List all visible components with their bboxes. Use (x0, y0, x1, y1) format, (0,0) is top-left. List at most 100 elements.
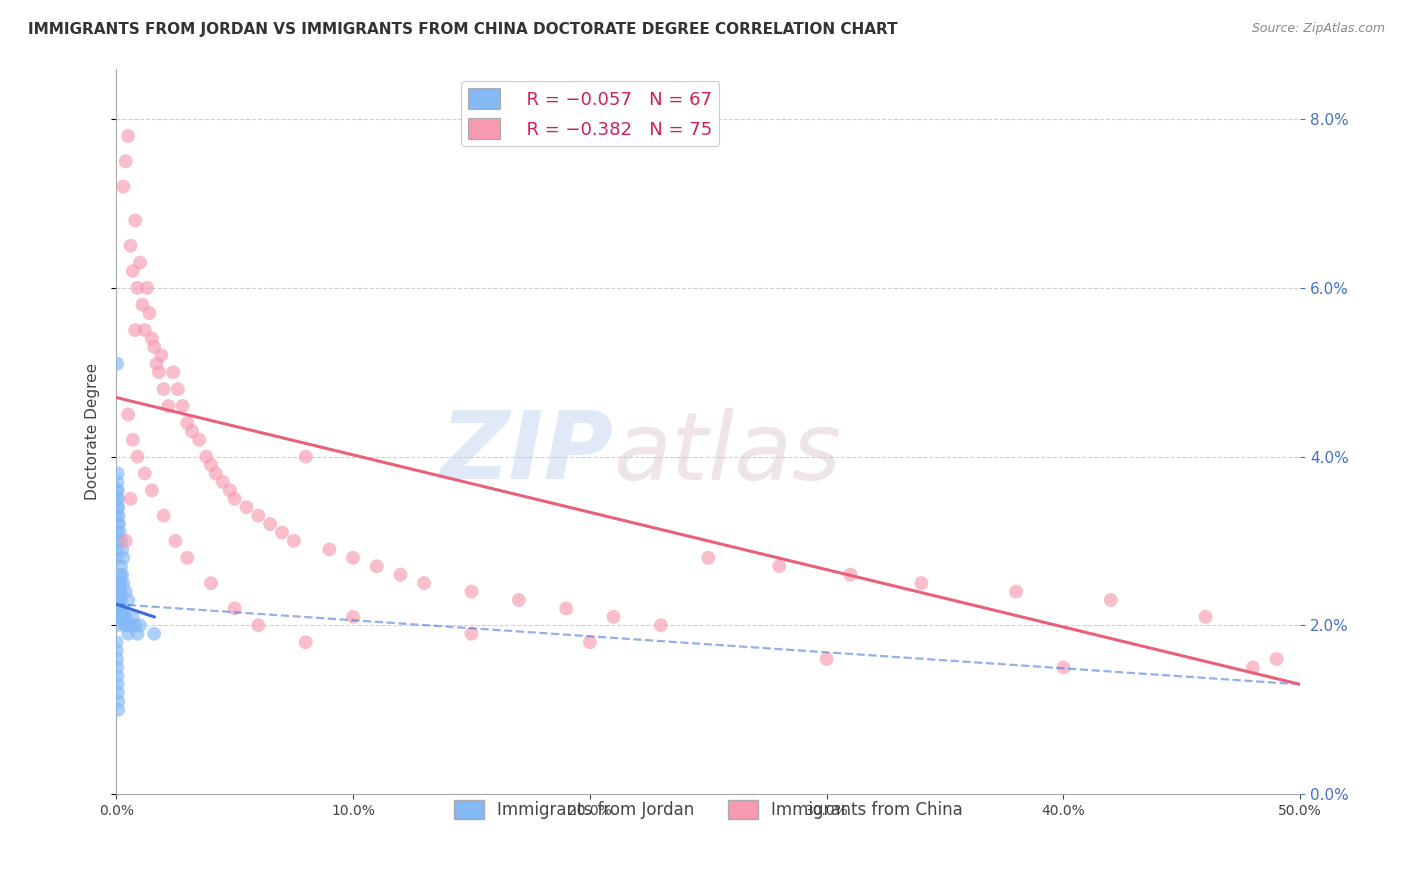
Point (200, 458, 222, 472)
Point (120, 491, 142, 506)
Point (768, 559, 790, 574)
Point (107, 584, 129, 599)
Point (117, 593, 139, 607)
Point (107, 601, 129, 615)
Y-axis label: Doctorate Degree: Doctorate Degree (86, 363, 100, 500)
Point (107, 686, 129, 700)
Point (105, 491, 128, 506)
Point (107, 593, 129, 607)
Point (107, 500, 129, 515)
Point (107, 593, 129, 607)
Point (143, 626, 166, 640)
Point (138, 306, 160, 320)
Point (460, 584, 482, 599)
Point (108, 517, 131, 532)
Point (127, 450, 149, 464)
Point (105, 635, 128, 649)
Point (176, 550, 198, 565)
Point (124, 323, 146, 337)
Point (247, 618, 270, 632)
Point (105, 508, 128, 523)
Point (555, 601, 578, 615)
Point (107, 703, 129, 717)
Point (650, 618, 672, 632)
Point (839, 567, 862, 582)
Point (117, 408, 139, 422)
Point (112, 576, 135, 591)
Point (259, 517, 281, 532)
Point (111, 542, 134, 557)
Point (141, 483, 163, 498)
Point (108, 593, 131, 607)
Point (105, 533, 128, 548)
Point (114, 154, 136, 169)
Point (342, 610, 364, 624)
Point (910, 576, 932, 591)
Point (145, 357, 167, 371)
Point (108, 576, 131, 591)
Point (108, 584, 131, 599)
Point (112, 550, 135, 565)
Point (108, 584, 131, 599)
Point (115, 618, 138, 632)
Point (342, 550, 364, 565)
Point (134, 323, 156, 337)
Point (114, 584, 136, 599)
Point (283, 533, 305, 548)
Point (105, 357, 128, 371)
Point (150, 348, 173, 362)
Point (460, 626, 482, 640)
Point (121, 264, 143, 278)
Point (195, 450, 218, 464)
Point (188, 433, 211, 447)
Point (105, 550, 128, 565)
Point (579, 635, 602, 649)
Point (157, 399, 180, 413)
Point (121, 433, 143, 447)
Point (105, 660, 128, 674)
Point (107, 669, 129, 683)
Point (1005, 584, 1028, 599)
Point (294, 635, 316, 649)
Point (224, 601, 246, 615)
Point (107, 694, 129, 708)
Point (105, 500, 128, 515)
Point (200, 576, 222, 591)
Point (165, 533, 187, 548)
Point (235, 500, 257, 515)
Point (1194, 610, 1216, 624)
Point (134, 467, 156, 481)
Text: atlas: atlas (613, 408, 842, 499)
Point (131, 298, 153, 312)
Point (508, 593, 530, 607)
Point (105, 610, 128, 624)
Point (129, 255, 152, 269)
Point (1099, 593, 1122, 607)
Point (117, 128, 139, 143)
Point (219, 483, 242, 498)
Point (114, 618, 136, 632)
Text: IMMIGRANTS FROM JORDAN VS IMMIGRANTS FROM CHINA DOCTORATE DEGREE CORRELATION CHA: IMMIGRANTS FROM JORDAN VS IMMIGRANTS FRO… (28, 22, 898, 37)
Point (107, 517, 129, 532)
Point (162, 365, 184, 379)
Point (105, 618, 128, 632)
Point (111, 567, 134, 582)
Point (181, 424, 204, 438)
Point (127, 626, 149, 640)
Point (108, 576, 131, 591)
Legend: Immigrants from Jordan, Immigrants from China: Immigrants from Jordan, Immigrants from … (447, 793, 969, 826)
Point (111, 601, 134, 615)
Point (110, 533, 132, 548)
Point (107, 467, 129, 481)
Point (271, 525, 294, 540)
Point (112, 179, 135, 194)
Point (110, 584, 132, 599)
Point (413, 576, 436, 591)
Point (107, 610, 129, 624)
Point (697, 550, 720, 565)
Point (148, 365, 170, 379)
Point (389, 567, 412, 582)
Point (152, 382, 174, 396)
Point (815, 652, 838, 666)
Point (143, 340, 166, 354)
